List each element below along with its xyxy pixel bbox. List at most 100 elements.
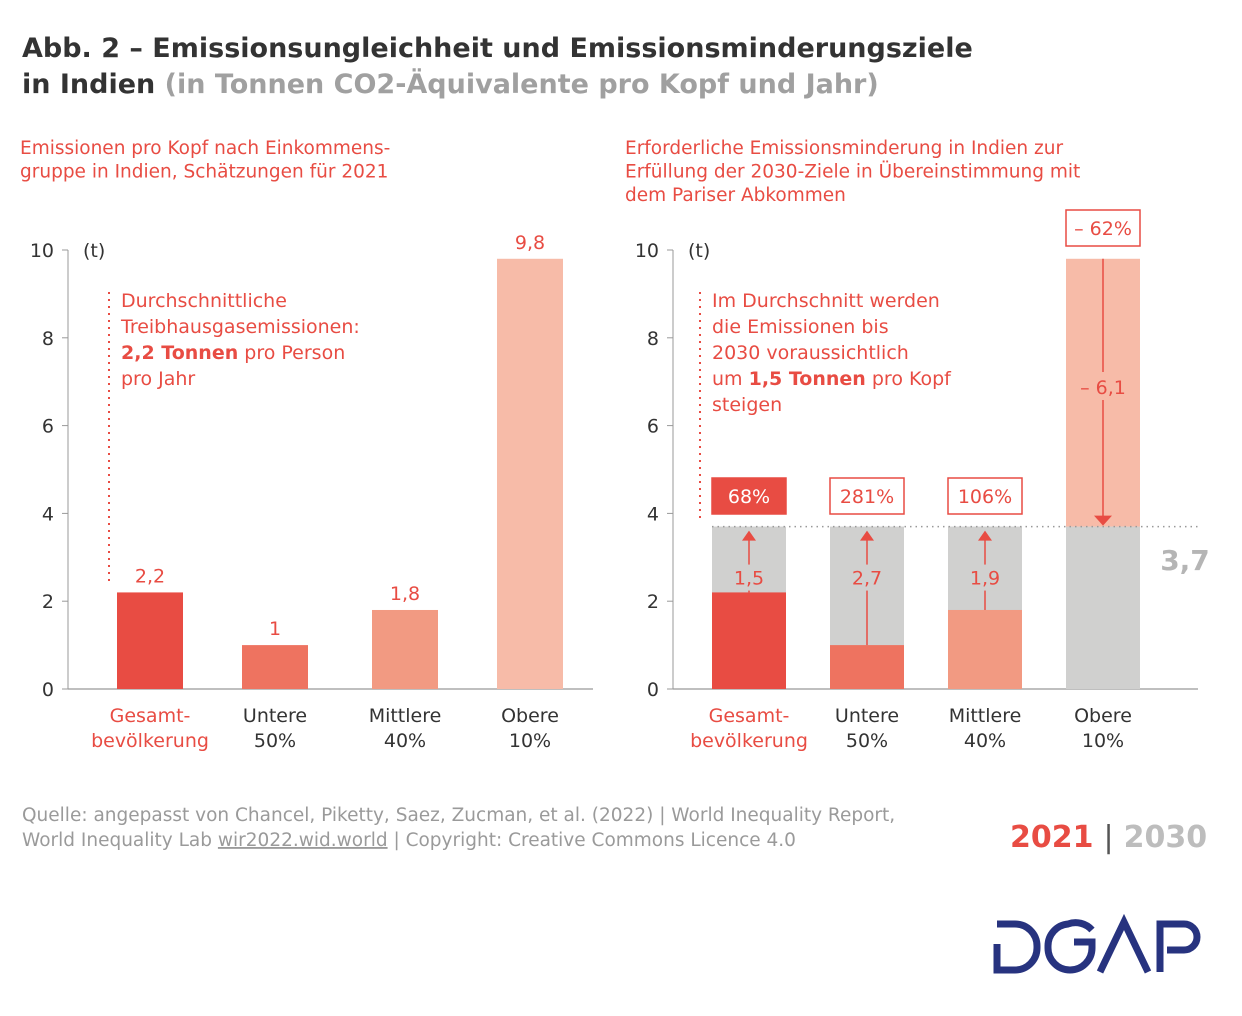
bar	[497, 258, 563, 689]
bar	[117, 592, 183, 689]
y-tick-label: 10	[635, 240, 659, 262]
category-label: 50%	[846, 730, 888, 752]
source-line2: World Inequality Lab wir2022.wid.world |…	[22, 830, 796, 851]
category-label: 10%	[509, 730, 551, 752]
chart-subtitle: Emissionen pro Kopf nach Einkommens-	[20, 138, 390, 159]
chart-subtitle: Erfüllung der 2030-Ziele in Übereinstimm…	[625, 161, 1080, 183]
y-tick-label: 6	[647, 416, 659, 438]
category-label: bevölkerung	[690, 730, 808, 752]
chart-subtitle: dem Pariser Abkommen	[625, 185, 846, 206]
increase-arrow-icon	[978, 530, 992, 541]
legend-2021: 2021	[1010, 820, 1094, 855]
category-label: Mittlere	[369, 705, 442, 727]
bar	[372, 609, 438, 689]
annotation-text: pro Person	[238, 342, 345, 364]
bar-value-label: 9,8	[515, 232, 545, 254]
percent-box	[1065, 209, 1141, 247]
annotation-text: 2030 voraussichtlich	[712, 342, 909, 364]
y-tick-label: 6	[42, 416, 54, 438]
legend-separator: |	[1104, 820, 1114, 855]
source-post: | Copyright: Creative Commons Licence 4.…	[388, 830, 796, 851]
legend-2030: 2030	[1124, 820, 1208, 855]
percent-box	[947, 477, 1023, 515]
bar	[242, 645, 308, 689]
annotation-text: pro Kopf	[866, 368, 952, 390]
category-label: Untere	[835, 705, 899, 727]
category-label: Mittlere	[949, 705, 1022, 727]
year-legend: 2021 | 2030	[1010, 820, 1207, 855]
annotation-line: Treibhausgasemissionen:	[120, 316, 360, 338]
title-bold: in Indien	[22, 69, 155, 100]
increase-arrow-icon	[742, 530, 756, 541]
category-label: Gesamt-	[110, 705, 191, 727]
annotation-text: die Emissionen bis	[712, 316, 889, 338]
y-axis-unit: (t)	[83, 240, 105, 262]
annotation-line: 2030 voraussichtlich	[712, 342, 909, 364]
chart-right-2030: Erforderliche Emissionsminderung in Indi…	[625, 138, 1210, 752]
chart-subtitle: Erforderliche Emissionsminderung in Indi…	[625, 138, 1063, 159]
decrease-arrow-icon	[1094, 515, 1112, 526]
bar-value-label: 1	[269, 618, 281, 640]
annotation-text: um	[712, 368, 749, 390]
annotation-line: pro Jahr	[121, 368, 195, 390]
bar-2021	[712, 592, 786, 689]
label-backdrop	[1077, 372, 1129, 400]
y-tick-label: 2	[647, 591, 659, 613]
bar-2021	[830, 645, 904, 689]
annotation-text: steigen	[712, 394, 782, 416]
y-tick-label: 2	[42, 591, 54, 613]
category-label: Gesamt-	[709, 705, 790, 727]
category-label: 40%	[384, 730, 426, 752]
target-value-label: 3,7	[1160, 544, 1210, 577]
y-tick-label: 0	[647, 679, 659, 701]
category-label: Obere	[1074, 705, 1132, 727]
category-label: 10%	[1082, 730, 1124, 752]
percent-box	[829, 477, 905, 515]
source-line1: Quelle: angepasst von Chancel, Piketty, …	[22, 805, 895, 826]
annotation-text: pro Jahr	[121, 368, 195, 390]
y-tick-label: 8	[42, 328, 54, 350]
change-label: 1,5	[734, 568, 764, 590]
bar-2021	[948, 609, 1022, 689]
annotation-line: 2,2 Tonnen pro Person	[121, 342, 345, 364]
chart-subtitle: gruppe in Indien, Schätzungen für 2021	[20, 162, 388, 183]
source-link[interactable]: wir2022.wid.world	[218, 830, 388, 851]
y-tick-label: 10	[30, 240, 54, 262]
y-axis-unit: (t)	[688, 240, 710, 262]
percent-label: 106%	[958, 486, 1012, 508]
annotation-line: steigen	[712, 394, 782, 416]
bar-value-label: 1,8	[390, 583, 420, 605]
y-tick-label: 4	[42, 503, 54, 525]
annotation-line: Durchschnittliche	[121, 290, 287, 312]
title-line2: in Indien (in Tonnen CO2-Äquivalente pro…	[22, 68, 879, 100]
category-label: Obere	[501, 705, 559, 727]
y-tick-label: 8	[647, 328, 659, 350]
title-line1: Abb. 2 – Emissionsungleichheit und Emiss…	[22, 33, 973, 64]
annotation-line: die Emissionen bis	[712, 316, 889, 338]
change-label: – 6,1	[1080, 377, 1126, 399]
percent-box	[711, 477, 787, 515]
label-backdrop	[965, 564, 1005, 591]
annotation-text: Durchschnittliche	[121, 290, 287, 312]
y-tick-label: 4	[647, 503, 659, 525]
category-label: 40%	[964, 730, 1006, 752]
label-backdrop	[847, 564, 887, 591]
change-label: 2,7	[852, 568, 882, 590]
annotation-text: 2,2 Tonnen	[121, 342, 238, 364]
source-pre: World Inequality Lab	[22, 830, 218, 851]
category-label: bevölkerung	[91, 730, 209, 752]
category-label: 50%	[254, 730, 296, 752]
y-tick-label: 0	[42, 679, 54, 701]
chart-left-2021: Emissionen pro Kopf nach Einkommens-grup…	[20, 138, 593, 752]
annotation-text: Im Durchschnitt werden	[712, 290, 940, 312]
annotation-line: um 1,5 Tonnen pro Kopf	[712, 368, 952, 390]
percent-label: 68%	[728, 486, 770, 508]
dgap-logo	[993, 913, 1201, 974]
increase-arrow-icon	[860, 530, 874, 541]
annotation-text: Treibhausgasemissionen:	[120, 316, 360, 338]
category-label: Untere	[243, 705, 307, 727]
target-bar-2030	[1066, 526, 1140, 689]
label-backdrop	[729, 564, 769, 591]
bar-value-label: 2,2	[135, 565, 165, 587]
